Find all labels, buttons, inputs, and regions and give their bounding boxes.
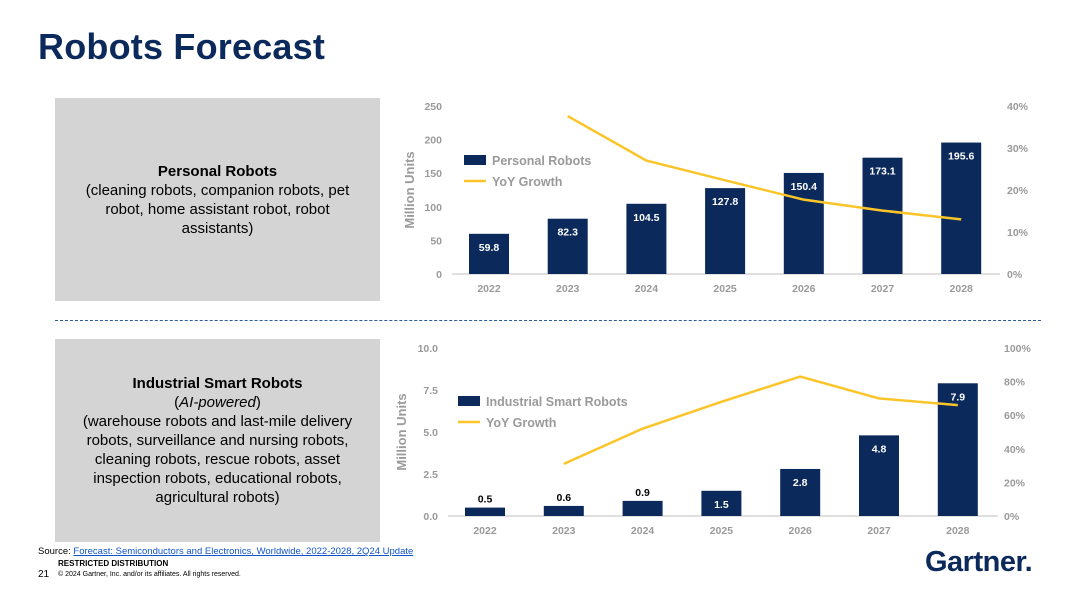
x-tick-label: 2024 — [631, 525, 655, 537]
y2-tick-label: 30% — [1007, 143, 1029, 155]
bar-value-label: 2.8 — [793, 477, 808, 489]
bar-2028 — [937, 383, 978, 516]
x-tick-label: 2022 — [477, 283, 501, 295]
x-tick-label: 2027 — [867, 525, 891, 537]
gartner-logo-text: Gartner — [925, 546, 1025, 578]
y2-tick-label: 60% — [1004, 410, 1026, 422]
bar-2028 — [941, 142, 982, 274]
legend-line-label: YoY Growth — [486, 416, 556, 430]
y-tick-label: 50 — [430, 235, 442, 247]
bar-value-label: 1.5 — [714, 499, 729, 511]
y-tick-label: 7.5 — [423, 385, 438, 397]
x-tick-label: 2025 — [710, 525, 734, 537]
source-link[interactable]: Forecast: Semiconductors and Electronics… — [73, 546, 414, 557]
y2-tick-label: 20% — [1007, 185, 1029, 197]
bar-value-label: 82.3 — [557, 227, 578, 239]
legend-bar-swatch — [458, 396, 480, 406]
x-tick-label: 2025 — [713, 283, 737, 295]
y-tick-label: 10.0 — [418, 343, 439, 355]
industrial-robots-heading: Industrial Smart Robots — [132, 375, 303, 392]
section-divider — [55, 320, 1041, 321]
personal-robots-chart: 0 50 100 150 200 250 0% 10% 20% 30% 40% Million Uni… — [402, 101, 1029, 295]
y2-tick-label: 0% — [1007, 269, 1023, 281]
bar-value-label: 4.8 — [872, 443, 887, 455]
personal-robots-heading: Personal Robots — [157, 162, 278, 180]
legend-bar-swatch — [464, 155, 486, 165]
x-tick-label: 2022 — [473, 525, 497, 537]
bar-value-label: 195.6 — [948, 151, 974, 163]
x-tick-label: 2027 — [871, 283, 895, 295]
y2-tick-label: 80% — [1004, 377, 1026, 389]
legend-line-label: YoY Growth — [492, 175, 562, 189]
restricted-distribution: RESTRICTED DISTRIBUTION — [58, 559, 169, 568]
bar-value-label: 150.4 — [791, 181, 817, 193]
copyright: © 2024 Gartner, Inc. and/or its affiliat… — [58, 571, 241, 578]
industrial-robots-description-box: Industrial Smart Robots (AI-powered) (wa… — [55, 339, 380, 542]
bar-2027 — [859, 435, 899, 516]
page-number: 21 — [38, 569, 50, 580]
bar-value-label: 7.9 — [950, 391, 965, 403]
legend-bar-label: Personal Robots — [492, 154, 591, 168]
bar-2022 — [465, 507, 505, 516]
bar-2026 — [780, 468, 821, 516]
y2-tick-label: 100% — [1004, 343, 1032, 355]
y-tick-label: 5.0 — [423, 427, 438, 439]
bar-value-label: 0.5 — [478, 494, 493, 506]
industrial-robots-subheading: (AI-powered) — [174, 394, 261, 411]
bar-2024 — [622, 500, 663, 516]
industrial-robots-chart: 0.0 2.5 5.0 7.5 10.0 0% 20% 40% 60% 80% 100% Millio… — [394, 343, 1032, 537]
bar-value-label: 104.5 — [633, 212, 659, 224]
bar-2024 — [626, 203, 667, 274]
y2-tick-label: 10% — [1007, 227, 1029, 239]
bar-value-label: 59.8 — [479, 242, 500, 254]
personal-robots-description-box: Personal Robots (cleaning robots, compan… — [55, 98, 380, 301]
bar-2025 — [701, 490, 742, 516]
bar-2023 — [543, 505, 584, 516]
gartner-logo: Gartner. — [925, 546, 1033, 579]
y2-tick-label: 40% — [1007, 101, 1029, 113]
y-tick-label: 2.5 — [423, 469, 438, 481]
bar-value-label: 127.8 — [712, 196, 738, 208]
y2-tick-label: 0% — [1004, 511, 1020, 523]
legend-bar-label: Industrial Smart Robots — [486, 395, 628, 409]
bar-2023 — [547, 218, 588, 274]
y-tick-label: 150 — [424, 168, 442, 180]
bar-value-label: 0.9 — [635, 487, 650, 499]
y-tick-label: 0 — [436, 269, 442, 281]
y-axis-label: Million Units — [402, 151, 417, 228]
x-tick-label: 2026 — [789, 525, 813, 537]
bar-value-label: 0.6 — [556, 492, 571, 504]
page-title: Robots Forecast — [38, 26, 326, 67]
bar-2025 — [705, 188, 746, 274]
x-tick-label: 2023 — [556, 283, 580, 295]
y2-tick-label: 20% — [1004, 477, 1026, 489]
x-tick-label: 2026 — [792, 283, 816, 295]
y-tick-label: 250 — [424, 101, 442, 113]
y-tick-label: 100 — [424, 202, 442, 214]
x-tick-label: 2028 — [950, 283, 974, 295]
bar-2026 — [783, 172, 824, 274]
source-prefix: Source: — [38, 546, 74, 557]
y2-tick-label: 40% — [1004, 444, 1026, 456]
yoy-growth-line — [563, 375, 958, 466]
y-tick-label: 0.0 — [423, 511, 438, 523]
bar-2022 — [469, 233, 509, 274]
industrial-robots-description: (warehouse robots and last-mile delivery… — [82, 413, 353, 506]
yoy-growth-line — [567, 114, 962, 221]
gartner-logo-mark: . — [1024, 546, 1033, 578]
x-tick-label: 2024 — [635, 283, 659, 295]
source-note: Source: Forecast: Semiconductors and Ele… — [38, 546, 413, 557]
bar-2027 — [862, 157, 903, 274]
x-tick-label: 2028 — [946, 525, 970, 537]
industrial-robots-subheading-text: AI-powered — [179, 394, 256, 411]
y-tick-label: 200 — [424, 135, 442, 147]
y-axis-label: Million Units — [394, 393, 409, 470]
bar-value-label: 173.1 — [869, 166, 895, 178]
personal-robots-description: (cleaning robots, companion robots, pet … — [85, 181, 350, 237]
x-tick-label: 2023 — [552, 525, 576, 537]
